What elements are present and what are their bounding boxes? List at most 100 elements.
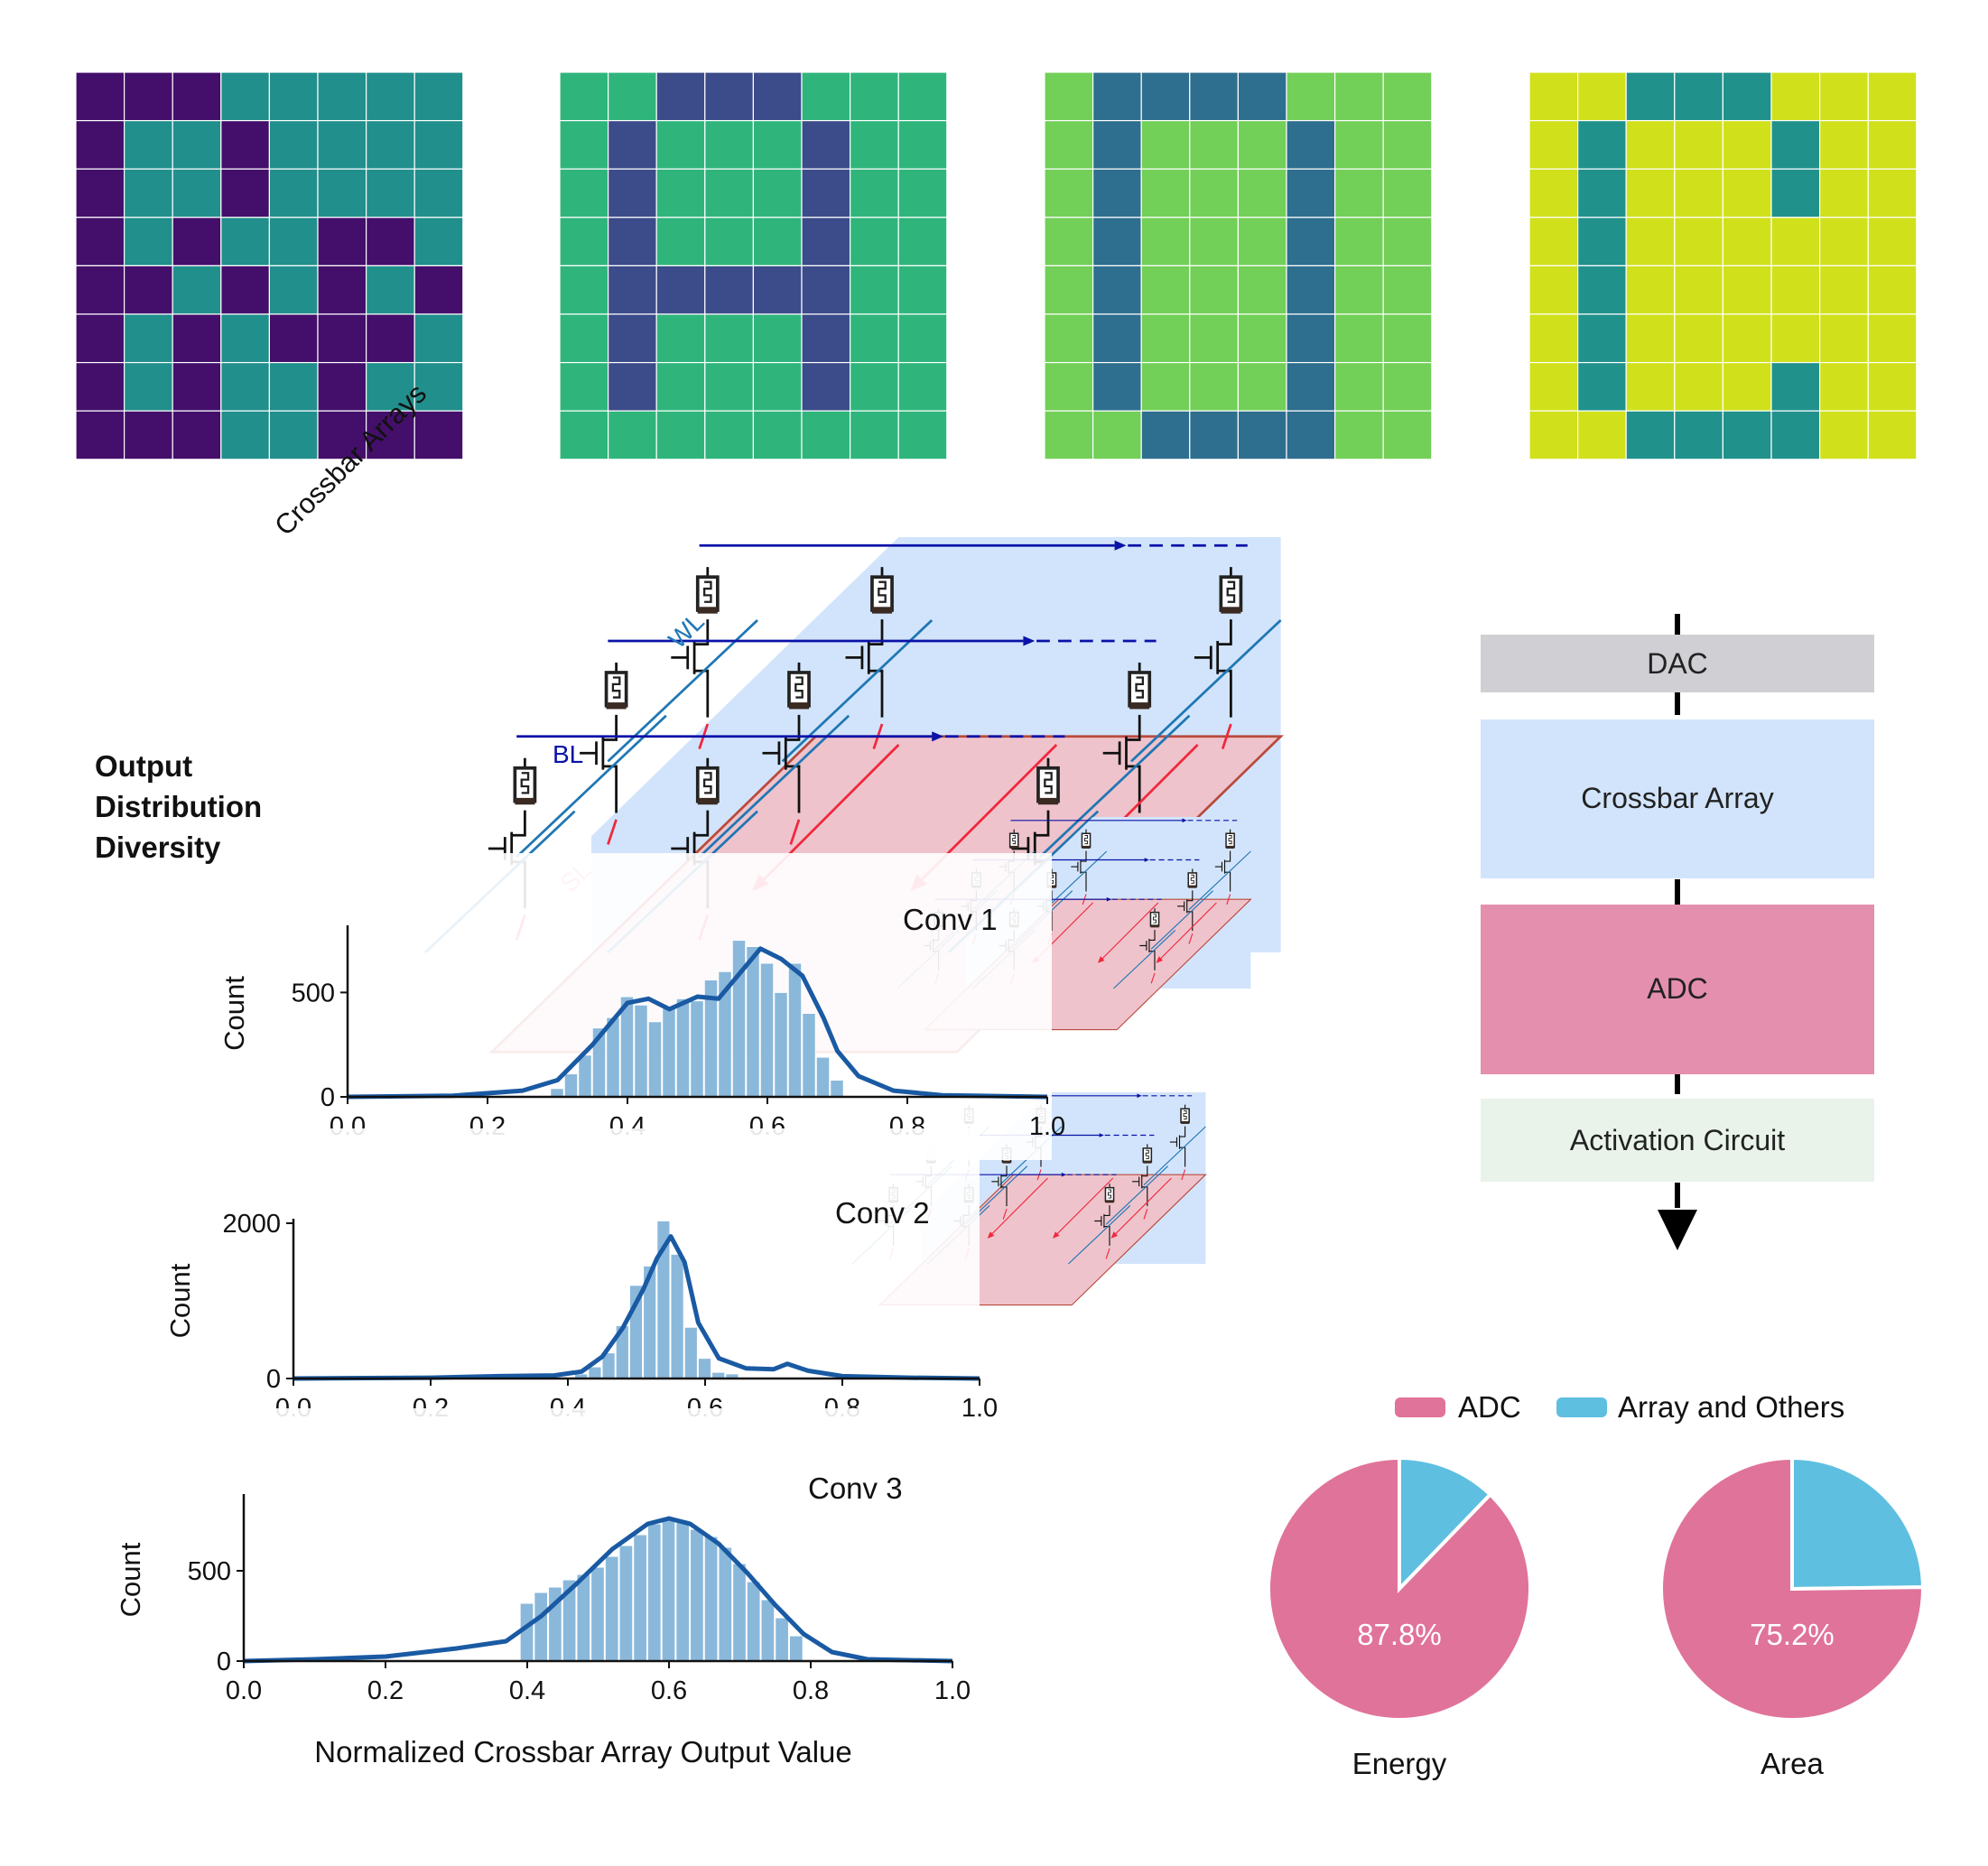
grid-cell	[1867, 120, 1918, 170]
histogram-bar	[634, 1004, 648, 1098]
grid-cell	[1867, 265, 1918, 315]
grid-cell	[1286, 313, 1336, 364]
grid-cell	[704, 120, 754, 170]
grid-cell	[1867, 362, 1918, 412]
grid-cell	[1140, 168, 1191, 218]
grid-cell	[849, 362, 899, 412]
grid-cell	[1382, 362, 1433, 412]
transistor-icon	[845, 619, 884, 718]
rram-cell-icon	[1104, 1184, 1115, 1203]
transistor-icon	[1102, 714, 1141, 813]
histogram-bar	[788, 1635, 804, 1662]
grid-cell	[413, 313, 464, 364]
grid-cell	[1044, 313, 1094, 364]
histogram-bar	[690, 1000, 704, 1098]
grid-cell	[801, 313, 851, 364]
pixel-grid-row	[75, 71, 1918, 460]
grid-cell	[1576, 168, 1627, 218]
histogram-bar	[550, 1088, 564, 1098]
grid-cell	[75, 120, 125, 170]
grid-cell	[75, 217, 125, 267]
grid-cell	[1189, 410, 1240, 460]
source-line-arrow	[987, 1177, 1049, 1239]
grid-cell	[559, 217, 609, 267]
grid-cell	[75, 265, 125, 315]
grid-cell	[704, 410, 754, 460]
grid-cell	[655, 313, 706, 364]
grid-cell	[366, 120, 415, 170]
histogram-bar	[576, 1574, 591, 1662]
y-tick-label: 500	[188, 1557, 231, 1586]
grid-cell	[607, 168, 657, 218]
rram-cell-icon	[1008, 829, 1019, 849]
word-line	[1105, 1165, 1168, 1225]
grid-cell	[1625, 71, 1676, 122]
grid-cell	[1722, 265, 1772, 315]
grid-cell	[1576, 362, 1627, 412]
y-tick-label: 0	[266, 1365, 281, 1394]
histogram-bar	[703, 1536, 719, 1662]
grid-cell	[752, 168, 803, 218]
grid-cell	[1044, 410, 1094, 460]
x-tick-label: 1.0	[1029, 1112, 1065, 1141]
grid-cell	[124, 168, 173, 218]
grid-cell	[124, 217, 173, 267]
legend-label-adc: ADC	[1458, 1390, 1521, 1424]
grid-cell	[1092, 168, 1142, 218]
grid-cell	[1770, 265, 1821, 315]
grid-cell	[220, 265, 271, 315]
transistor-icon	[1214, 850, 1231, 892]
grid-cell	[124, 71, 173, 122]
grid-cell	[220, 410, 271, 460]
transistor-icon	[1194, 619, 1232, 718]
pie-slice-adc	[1659, 1455, 1925, 1722]
grid-cell	[75, 313, 125, 364]
word-line	[516, 714, 667, 859]
grid-cell	[801, 168, 851, 218]
grid-cell	[268, 410, 319, 460]
grid-cell	[1770, 71, 1821, 122]
grid-cell	[1722, 168, 1772, 218]
grid-cell	[1237, 410, 1287, 460]
rram-cell-icon	[1142, 1144, 1153, 1164]
rram-cell-icon	[1036, 757, 1060, 805]
grid-cell	[607, 410, 657, 460]
pie-slice-array-and-others	[1398, 1455, 1493, 1593]
adc-label: ADC	[1647, 972, 1708, 1005]
grid-cell	[801, 217, 851, 267]
rram-cell-icon	[1081, 829, 1092, 849]
grid-cell	[1867, 410, 1918, 460]
grid-2	[559, 71, 948, 460]
histogram-bar	[563, 1073, 579, 1098]
grid-cell	[1092, 217, 1142, 267]
word-line	[1113, 929, 1176, 989]
crossbar-array-block	[1481, 719, 1874, 878]
histogram-bar	[661, 1518, 676, 1662]
pipeline-diagram: DAC Crossbar Array ADC Activation Circui…	[1481, 614, 1874, 1250]
grid-cell	[752, 362, 803, 412]
y-tick-label: 500	[292, 979, 335, 1007]
grid-cell	[1770, 217, 1821, 267]
grid-cell	[1237, 71, 1287, 122]
x-tick-label: 0.8	[793, 1676, 829, 1705]
grid-cell	[1333, 410, 1384, 460]
grid-cell	[849, 410, 899, 460]
grid-cell	[220, 217, 271, 267]
grid-cell	[366, 168, 415, 218]
histogram-bar	[618, 1545, 634, 1662]
grid-cell	[268, 217, 319, 267]
grid-cell	[1382, 410, 1433, 460]
grid-cell	[1625, 168, 1676, 218]
grid-cell	[1140, 410, 1191, 460]
transistor-icon	[1132, 1165, 1148, 1207]
pie-legend: ADC Array and Others	[1395, 1390, 1844, 1424]
grid-cell	[1237, 217, 1287, 267]
grid-cell	[655, 362, 706, 412]
grid-cell	[897, 362, 948, 412]
histogram-bar	[534, 1592, 549, 1662]
grid-cell	[897, 168, 948, 218]
word-line	[1150, 890, 1213, 950]
grid-cell	[172, 313, 222, 364]
grid-cell	[1140, 362, 1191, 412]
